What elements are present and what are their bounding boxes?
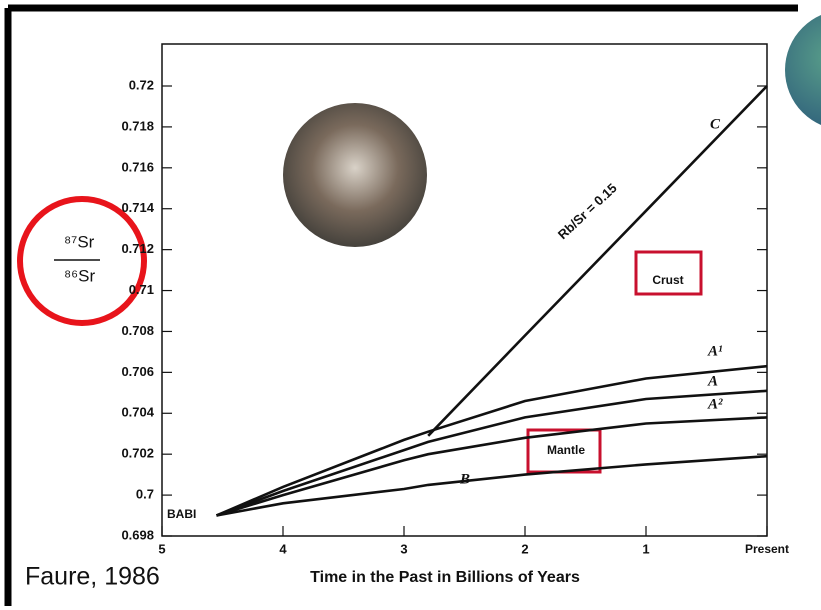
y-tick-label: 0.704 xyxy=(121,405,154,420)
y-tick-label: 0.716 xyxy=(121,159,154,174)
series-label: A xyxy=(707,373,718,389)
y-tick-label: 0.714 xyxy=(121,200,154,215)
source-citation: Faure, 1986 xyxy=(25,563,160,591)
y-tick-label: 0.712 xyxy=(121,241,154,256)
y-tick-label: 0.718 xyxy=(121,118,154,133)
y-tick-label: 0.702 xyxy=(121,446,154,461)
mantle-label: Mantle xyxy=(547,443,585,457)
series-label: C xyxy=(710,116,721,132)
mineral-photo xyxy=(283,103,427,247)
y-label-denominator: ⁸⁶Sr xyxy=(64,266,96,285)
y-tick-label: 0.708 xyxy=(121,323,154,338)
x-tick-label: 2 xyxy=(521,541,528,556)
x-tick-label: Present xyxy=(745,542,789,556)
series-line xyxy=(215,364,768,517)
x-tick-label: 4 xyxy=(279,541,287,556)
series-line xyxy=(427,85,768,437)
babi-label: BABI xyxy=(167,507,196,521)
y-tick-label: 0.698 xyxy=(121,527,154,542)
series-line xyxy=(216,454,768,517)
series-label: B xyxy=(459,471,470,487)
y-tick-label: 0.71 xyxy=(129,282,154,297)
series-line xyxy=(216,389,768,517)
y-tick-label: 0.706 xyxy=(121,364,154,379)
y-tick-label: 0.72 xyxy=(129,77,154,92)
x-tick-label: 3 xyxy=(400,541,407,556)
slide-frame xyxy=(4,4,798,606)
series-line xyxy=(216,416,768,517)
series-label: A¹ xyxy=(707,343,723,359)
series-label: A² xyxy=(707,396,723,412)
x-axis-label: Time in the Past in Billions of Years xyxy=(310,569,580,586)
x-tick-label: 5 xyxy=(158,541,165,556)
crust-label: Crust xyxy=(652,273,683,287)
highlight-circle xyxy=(17,196,147,326)
crust-box xyxy=(634,250,703,296)
globe-image xyxy=(785,15,821,125)
x-tick-label: 1 xyxy=(642,541,649,556)
y-label-numerator: ⁸⁷Sr xyxy=(64,232,95,251)
y-tick-label: 0.7 xyxy=(136,487,154,502)
